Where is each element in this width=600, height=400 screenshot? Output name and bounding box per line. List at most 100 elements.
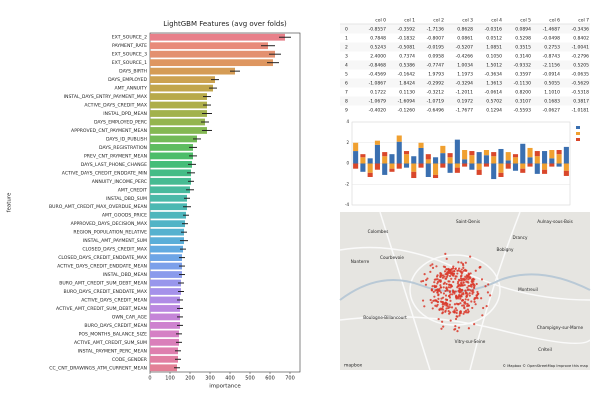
table-cell: 1.9793 bbox=[428, 72, 444, 78]
table-header: col 5 bbox=[520, 18, 531, 24]
table-cell: 1.5012 bbox=[486, 63, 502, 69]
y-tick-label: INSTAL_DBD_MEAN bbox=[103, 272, 147, 278]
bar-segment bbox=[418, 147, 424, 164]
map-point bbox=[471, 289, 475, 292]
bar-segment bbox=[374, 140, 380, 145]
bar bbox=[150, 228, 184, 236]
table-cell: 0.5243 bbox=[370, 45, 386, 51]
map-point bbox=[455, 296, 458, 299]
map-point bbox=[463, 278, 466, 282]
map-point bbox=[447, 310, 450, 313]
bar bbox=[150, 76, 215, 84]
map-point bbox=[485, 305, 488, 308]
map-point bbox=[458, 291, 461, 294]
map-point bbox=[435, 299, 438, 303]
bar-segment bbox=[520, 168, 526, 173]
map-point bbox=[473, 286, 476, 290]
map-point bbox=[460, 261, 463, 264]
y-tick-label: POS_MONTHS_BALANCE_SIZE bbox=[79, 331, 147, 337]
map-point bbox=[449, 311, 452, 314]
map-point bbox=[458, 270, 462, 273]
table-cell: 0.8628 bbox=[457, 27, 473, 33]
map-point bbox=[449, 270, 452, 273]
x-tick-label: 700 bbox=[285, 376, 295, 382]
bar-segment bbox=[527, 157, 533, 164]
bar-segment bbox=[367, 172, 373, 177]
map-roads bbox=[339, 211, 591, 371]
map-point bbox=[429, 264, 432, 267]
map-point bbox=[420, 280, 423, 283]
bar-segment bbox=[389, 168, 395, 172]
bar-segment bbox=[483, 163, 489, 167]
table-header: col 2 bbox=[433, 18, 444, 24]
map-point bbox=[438, 287, 441, 291]
table-cell: 0.5702 bbox=[486, 99, 502, 105]
bar-segment bbox=[512, 154, 519, 158]
map-point bbox=[474, 303, 477, 306]
bar-segment bbox=[374, 163, 380, 170]
x-tick-label: 0 bbox=[148, 376, 151, 382]
table-index: 4 bbox=[345, 63, 348, 69]
bar-segment bbox=[411, 163, 417, 172]
table-cell: -1.0181 bbox=[572, 108, 590, 114]
bar bbox=[150, 321, 180, 329]
y-tick-label: CLOSED_DAYS_CREDIT_MAX bbox=[82, 247, 147, 253]
map-point bbox=[421, 279, 425, 283]
map-place-label: Créteil bbox=[538, 347, 552, 352]
table-index: 8 bbox=[345, 99, 348, 105]
map-point bbox=[441, 312, 444, 315]
bar-segment bbox=[520, 143, 526, 164]
legend-swatch bbox=[576, 138, 580, 141]
map-point bbox=[450, 267, 454, 271]
table-cell: 0.0958 bbox=[428, 54, 444, 60]
y-tick-label: PREV_CNT_PAYMENT_MEAN bbox=[84, 153, 147, 159]
y-tick-label: OWN_CAR_AGE bbox=[112, 314, 147, 320]
map-point bbox=[437, 317, 440, 321]
map-point bbox=[429, 298, 432, 302]
map-point bbox=[472, 283, 475, 286]
map-point bbox=[463, 307, 466, 310]
table-cell: -0.5081 bbox=[398, 45, 416, 51]
map-point bbox=[453, 303, 457, 306]
y-tick-label: BURO_DAYS_CREDIT_MEAN bbox=[84, 323, 147, 329]
bar-segment bbox=[549, 150, 555, 159]
table-cell: -0.0316 bbox=[485, 27, 503, 33]
map-point bbox=[447, 286, 451, 289]
map-point bbox=[461, 284, 464, 287]
table-cell: -1.0041 bbox=[572, 45, 590, 51]
table-cell: 0.0861 bbox=[457, 36, 473, 42]
map-point bbox=[447, 280, 450, 283]
chart-title: LightGBM Features (avg over folds) bbox=[163, 20, 287, 28]
y-tick-label: CODE_GENDER bbox=[112, 357, 148, 363]
y-tick-label: BURO_AMT_CREDIT_SUM_DEBT_MEAN bbox=[59, 281, 147, 287]
map-point bbox=[454, 267, 457, 270]
y-tick-label: ACTIVE_AMT_CREDIT_SUM_SUM bbox=[74, 340, 147, 346]
map-point bbox=[464, 269, 468, 272]
y-tick-label: CLOSED_DAYS_CREDIT_ENDDATE_MAX bbox=[58, 255, 147, 261]
table-cell: 0.0894 bbox=[515, 27, 531, 33]
bar bbox=[150, 262, 182, 270]
map-point bbox=[461, 271, 464, 274]
table-cell: 1.3613 bbox=[486, 81, 502, 87]
table-cell: 0.3597 bbox=[515, 72, 531, 78]
map-point bbox=[433, 295, 436, 298]
map-point bbox=[476, 292, 479, 295]
bar bbox=[150, 271, 182, 278]
bar bbox=[150, 169, 191, 177]
table-row-shade bbox=[340, 42, 590, 52]
map-point bbox=[440, 327, 443, 330]
y-tick-label: 4 bbox=[346, 119, 349, 124]
bar bbox=[150, 338, 179, 346]
map-point bbox=[462, 312, 465, 315]
table-cell: -0.2796 bbox=[572, 54, 590, 60]
bar-segment bbox=[483, 150, 489, 156]
map-point bbox=[457, 326, 461, 329]
y-tick-label: DAYS_EMPLOYED bbox=[108, 77, 147, 83]
map-point bbox=[435, 265, 438, 268]
table-cell: -0.1260 bbox=[398, 108, 416, 114]
table-cell: -0.0627 bbox=[543, 108, 561, 114]
bar-segment bbox=[447, 163, 453, 173]
bar-segment bbox=[527, 163, 533, 167]
y-tick-label: ACTIVE_DAYS_CREDIT_ENDDATE_MEAN bbox=[57, 264, 147, 270]
